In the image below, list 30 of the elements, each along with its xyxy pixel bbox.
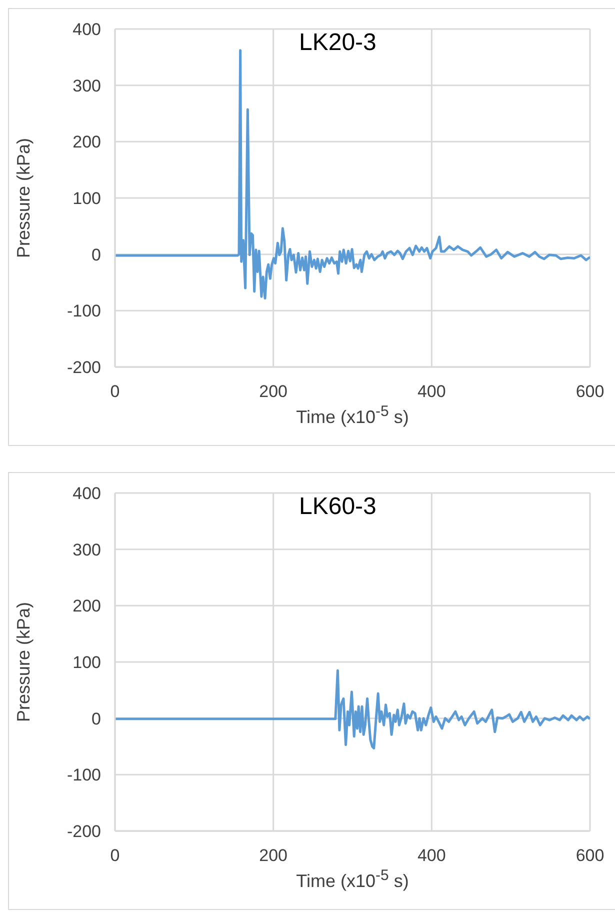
y-axis-title: Pressure (kPa) bbox=[13, 138, 34, 258]
y-tick-label: -200 bbox=[66, 822, 101, 842]
x-tick-label: 600 bbox=[576, 846, 604, 866]
y-tick-label: -100 bbox=[66, 766, 101, 785]
y-tick-label: 0 bbox=[92, 709, 101, 728]
y-tick-label: -100 bbox=[66, 302, 101, 321]
y-tick-label: 200 bbox=[72, 596, 101, 616]
y-tick-label: 300 bbox=[72, 76, 101, 96]
x-tick-label: 400 bbox=[417, 846, 446, 866]
line-series bbox=[115, 669, 590, 750]
y-tick-label: 0 bbox=[92, 245, 101, 264]
y-tick-label: 300 bbox=[72, 540, 101, 560]
y-axis-title: Pressure (kPa) bbox=[13, 602, 34, 722]
y-tick-label: 400 bbox=[72, 484, 101, 504]
y-tick-label: 100 bbox=[72, 189, 101, 208]
x-tick-label: 600 bbox=[576, 382, 604, 402]
line-series bbox=[115, 49, 590, 300]
chart-title: LK20-3 bbox=[299, 29, 376, 57]
x-tick-label: 0 bbox=[110, 382, 120, 402]
x-tick-label: 0 bbox=[110, 846, 120, 866]
chart-title: LK60-3 bbox=[299, 493, 376, 521]
y-tick-label: 400 bbox=[72, 20, 101, 40]
y-tick-label: -200 bbox=[66, 358, 101, 378]
y-tick-label: 200 bbox=[72, 132, 101, 152]
x-tick-label: 400 bbox=[417, 382, 446, 402]
x-tick-label: 200 bbox=[259, 846, 288, 866]
x-axis-title: Time (x10$^{-5}$ s) bbox=[295, 403, 410, 428]
x-axis-title: Time (x10$^{-5}$ s) bbox=[295, 867, 410, 892]
y-tick-label: 100 bbox=[72, 653, 101, 672]
x-tick-label: 200 bbox=[259, 382, 288, 402]
